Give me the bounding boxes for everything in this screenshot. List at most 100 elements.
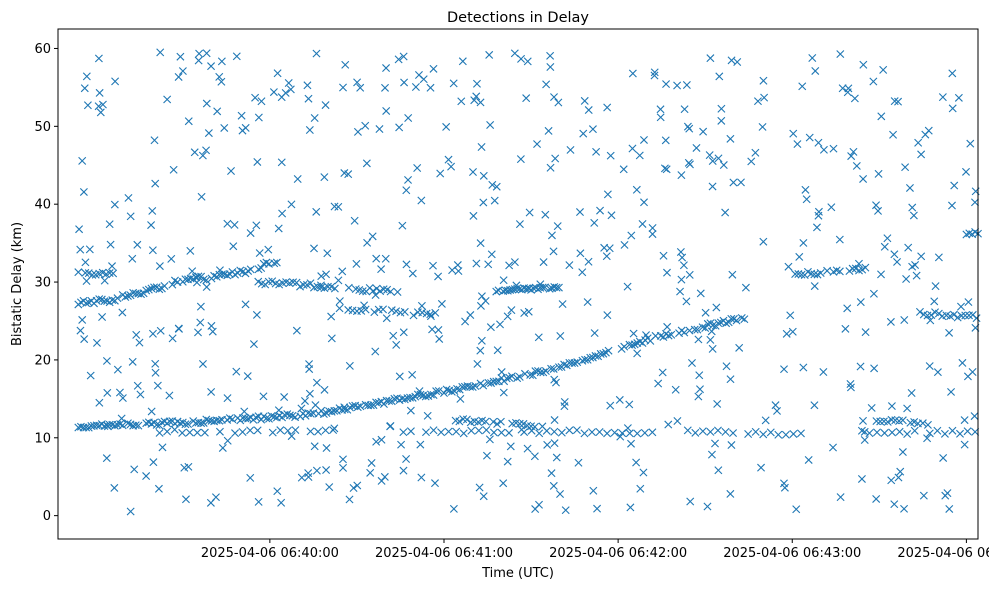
data-point — [602, 252, 611, 261]
data-point — [338, 267, 347, 276]
data-point — [565, 261, 574, 270]
data-point — [678, 253, 687, 262]
data-point — [92, 338, 101, 347]
data-point — [829, 443, 837, 452]
data-point — [269, 88, 278, 97]
data-point — [449, 79, 458, 88]
data-point — [489, 428, 498, 437]
data-point — [706, 427, 715, 436]
data-point — [687, 359, 696, 368]
data-point — [344, 283, 353, 292]
data-point — [400, 78, 409, 87]
data-point — [110, 200, 119, 209]
data-point — [908, 262, 917, 271]
data-point — [872, 494, 881, 503]
data-point — [539, 258, 548, 267]
data-point — [966, 139, 975, 148]
data-point — [565, 426, 574, 435]
data-point — [747, 157, 756, 166]
data-point — [262, 414, 271, 423]
data-point — [560, 360, 569, 369]
data-point — [848, 264, 857, 273]
data-point — [627, 439, 636, 448]
data-point — [251, 93, 260, 102]
data-point — [223, 394, 232, 403]
data-point — [581, 355, 590, 364]
data-point — [215, 266, 224, 275]
data-point — [915, 307, 924, 316]
data-point — [536, 280, 545, 289]
data-point — [603, 190, 612, 199]
data-point — [151, 359, 160, 368]
data-point — [481, 296, 490, 305]
data-point — [149, 458, 158, 467]
data-point — [516, 155, 525, 164]
data-point — [113, 294, 122, 303]
data-point — [105, 269, 114, 278]
data-point — [735, 343, 744, 352]
data-point — [190, 148, 199, 157]
data-point — [178, 428, 187, 437]
data-point — [453, 384, 462, 393]
data-point — [737, 314, 746, 322]
data-point — [229, 242, 238, 251]
data-point — [930, 297, 939, 306]
data-point — [691, 428, 700, 437]
data-point — [912, 271, 921, 280]
data-point — [570, 359, 579, 368]
data-point — [859, 416, 867, 425]
data-point — [607, 211, 616, 220]
data-point — [947, 201, 956, 210]
data-point — [874, 169, 883, 178]
data-point — [619, 165, 628, 174]
data-point — [357, 306, 366, 315]
data-point — [254, 113, 263, 122]
data-point — [474, 426, 483, 435]
data-point — [367, 458, 376, 467]
data-point — [714, 319, 723, 328]
data-point — [314, 427, 323, 436]
data-point — [154, 484, 163, 493]
data-point — [317, 283, 326, 292]
data-point — [846, 383, 855, 392]
data-point — [505, 428, 513, 437]
data-point — [784, 262, 793, 271]
data-point — [593, 504, 602, 513]
data-point — [408, 393, 417, 402]
data-point — [429, 390, 438, 399]
data-point — [949, 310, 958, 319]
data-point — [805, 133, 814, 142]
data-point — [566, 145, 575, 154]
data-point — [246, 229, 255, 238]
data-point — [798, 82, 807, 91]
data-point — [898, 416, 907, 425]
data-point — [663, 322, 672, 331]
data-point — [442, 385, 451, 394]
data-point — [904, 243, 913, 252]
data-point — [888, 428, 897, 437]
data-point — [789, 429, 798, 438]
data-point — [722, 362, 731, 371]
data-point — [174, 324, 183, 333]
data-point — [751, 427, 760, 436]
data-point — [197, 192, 206, 201]
data-point — [727, 56, 736, 65]
data-point — [713, 426, 722, 435]
data-point — [223, 436, 232, 445]
data-point — [435, 334, 444, 343]
data-point — [596, 349, 605, 358]
data-point — [249, 340, 258, 349]
data-point — [434, 386, 443, 395]
data-point — [353, 78, 362, 87]
data-point — [264, 245, 273, 254]
data-point — [615, 395, 624, 404]
data-point — [194, 272, 203, 281]
data-point — [909, 211, 918, 220]
data-point — [392, 340, 401, 349]
data-point — [543, 440, 552, 449]
data-point — [118, 394, 127, 403]
data-point — [575, 208, 584, 217]
data-point — [793, 140, 802, 149]
data-point — [151, 368, 160, 377]
data-point — [606, 401, 615, 410]
